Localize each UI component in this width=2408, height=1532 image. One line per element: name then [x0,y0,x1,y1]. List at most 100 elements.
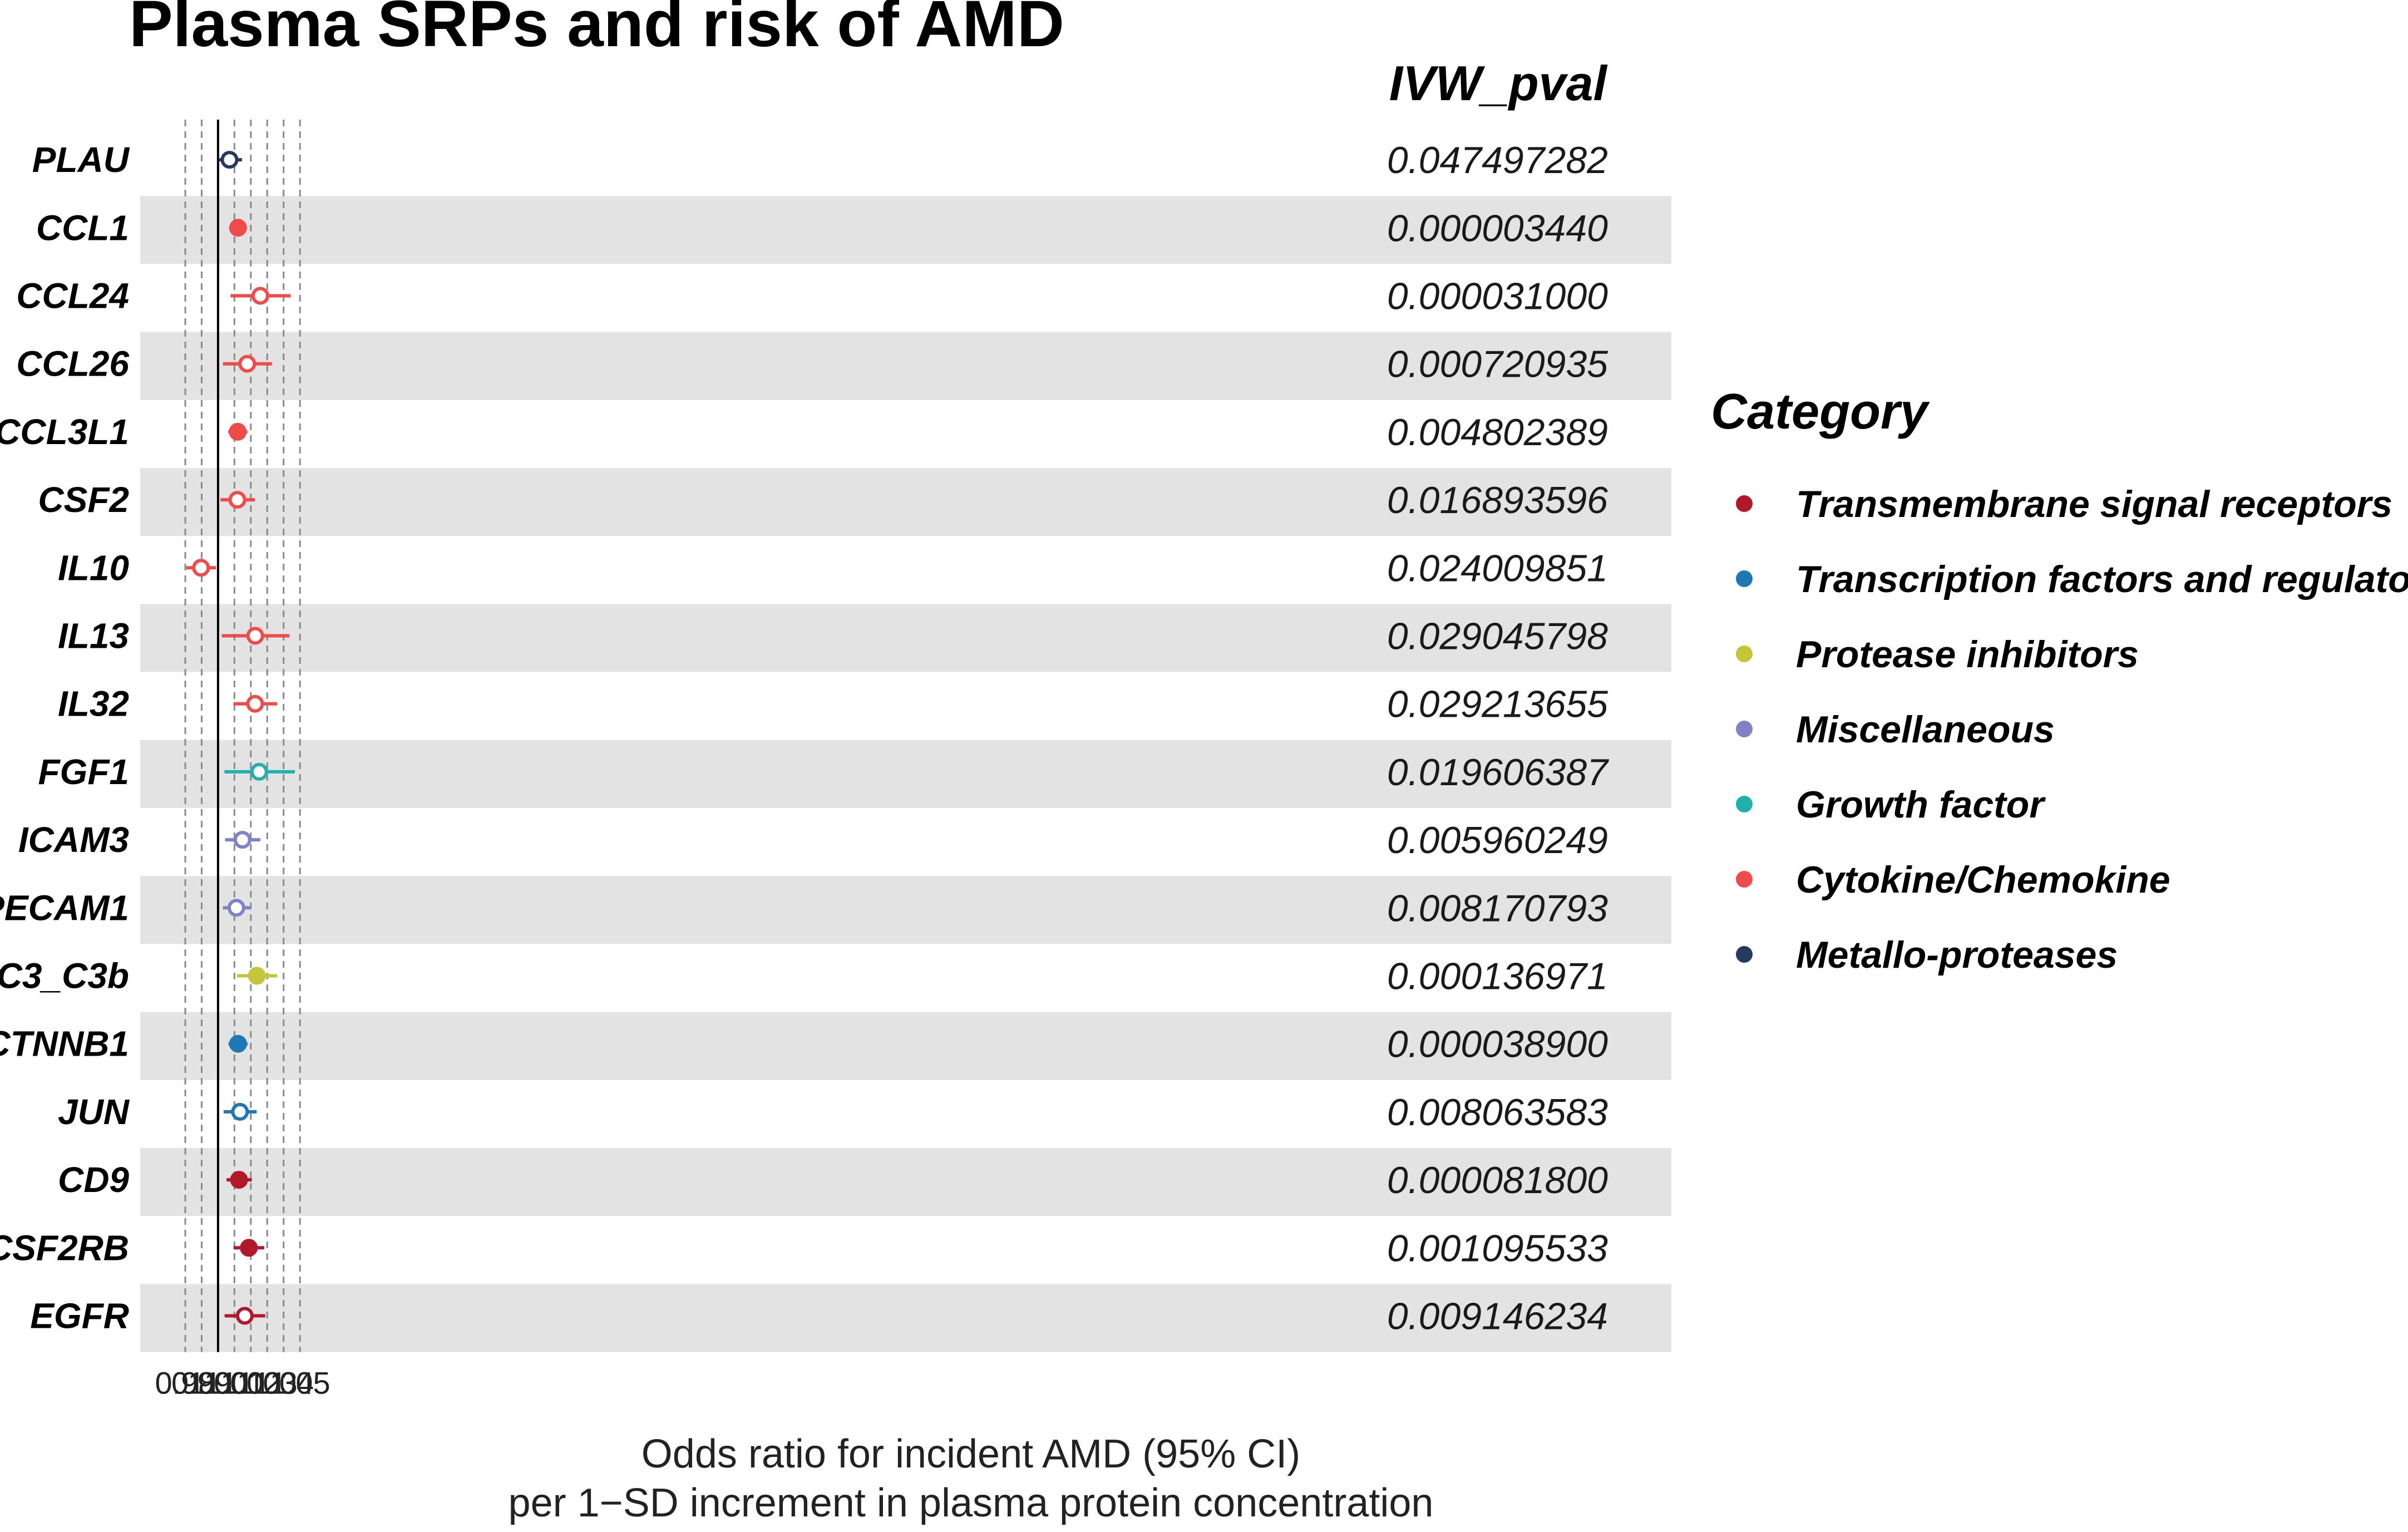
forest-row: FGF1 0.019606387 [38,751,1609,794]
pval-value: 0.016893596 [1387,479,1608,521]
row-label: PLAU [32,140,130,180]
x-axis-label-line1: Odds ratio for incident AMD (95% CI) [642,1432,1300,1476]
x-tick-label: 0.99 [171,1366,232,1401]
estimate-point [246,694,264,713]
legend-item: Protease inhibitors [1736,633,2139,676]
forest-row: CCL26 0.000720935 [16,343,1608,386]
row-stripe [140,876,1671,944]
pval-value: 0.001095533 [1387,1227,1608,1269]
pval-value: 0.019606387 [1387,751,1609,794]
forest-row: C3_C3b 0.000136971 [0,955,1608,998]
forest-row: EGFR 0.009146234 [30,1295,1608,1338]
pval-header: IVW_pval [1389,56,1608,111]
row-label: EGFR [30,1296,129,1336]
forest-row: PECAM1 0.008170793 [0,887,1608,929]
row-label: CSF2 [38,480,129,520]
pval-value: 0.005960249 [1387,819,1608,861]
pval-value: 0.029213655 [1387,683,1608,726]
pval-value: 0.008170793 [1387,887,1608,929]
row-label: IL10 [58,548,129,588]
row-label: IL32 [58,684,129,724]
legend-label: Metallo-proteases [1796,934,2118,976]
pval-value: 0.000038900 [1387,1023,1608,1066]
row-label: CD9 [58,1160,129,1200]
row-stripe [140,740,1671,808]
x-tick-label: 1.04 [253,1366,314,1401]
row-label: CCL3L1 [0,412,129,452]
legend-marker [1736,495,1753,512]
legend-label: Cytokine/Chemokine [1796,859,2170,901]
pval-value: 0.029045798 [1387,615,1608,658]
row-stripe [140,332,1671,400]
estimate-point [229,1035,247,1053]
forest-row: IL10 0.024009851 [58,547,1608,589]
legend-label: Protease inhibitors [1796,633,2139,676]
legend-marker [1736,570,1753,587]
row-label: FGF1 [38,752,129,792]
row-label: CSF2RB [0,1228,129,1268]
row-label: CTNNB1 [0,1024,129,1064]
estimate-point [251,287,269,305]
legend: Transmembrane signal receptors Transcript… [1736,483,2408,976]
x-tick-label: 1.02 [220,1366,281,1401]
legend-item: Transmembrane signal receptors [1736,483,2392,525]
x-tick-label: 1.03 [237,1366,298,1401]
forest-row: IL13 0.029045798 [58,615,1608,658]
row-label: C3_C3b [0,956,129,996]
legend-item: Cytokine/Chemokine [1736,859,2170,901]
row-stripes [140,196,1671,1352]
legend-item: Transcription factors and regulators [1736,558,2408,600]
x-tick-label: 1.05 [270,1366,330,1401]
row-stripe [140,1012,1671,1080]
legend-marker [1736,871,1753,888]
pval-value: 0.004802389 [1387,411,1608,454]
forest-row: CSF2RB 0.001095533 [0,1227,1608,1269]
estimate-point [238,354,256,373]
row-stripe [140,604,1671,672]
legend-item: Metallo-proteases [1736,934,2118,976]
forest-row: JUN 0.008063583 [58,1091,1608,1134]
pval-value: 0.009146234 [1387,1295,1608,1338]
forest-rows: PLAU 0.047497282 CCL1 0.000003440 CCL24 0.000… [0,139,1609,1337]
legend-marker [1736,796,1753,812]
legend-title: Category [1711,384,1930,440]
row-label: IL13 [58,616,129,656]
estimate-point [220,151,239,169]
chart-title: Plasma SRPs and risk of AMD [129,0,1064,61]
forest-row: CCL1 0.000003440 [36,207,1608,249]
x-tick-label: 0.98 [155,1366,216,1401]
estimate-point [240,1239,258,1257]
pval-value: 0.000720935 [1387,343,1608,386]
forest-row: CCL24 0.000031000 [16,275,1608,318]
forest-row: ICAM3 0.005960249 [18,819,1608,861]
pval-value: 0.024009851 [1387,547,1608,589]
legend-label: Transcription factors and regulators [1796,558,2408,600]
estimate-point [235,1307,254,1325]
forest-row: CTNNB1 0.000038900 [0,1023,1608,1066]
row-label: CCL26 [16,344,129,384]
estimate-point [192,559,210,577]
estimate-point [227,899,245,917]
forest-row: CD9 0.000081800 [58,1159,1608,1201]
row-stripe [140,1148,1671,1216]
legend-marker [1736,646,1753,662]
row-stripe [140,196,1671,264]
forest-row: CCL3L1 0.004802389 [0,411,1608,454]
forest-row: PLAU 0.047497282 [32,139,1608,181]
legend-item: Growth factor [1736,784,2046,826]
estimate-point [230,1171,248,1189]
legend-marker [1736,946,1753,963]
estimate-point [246,627,264,645]
legend-item: Miscellaneous [1736,708,2055,751]
legend-label: Transmembrane signal receptors [1796,483,2392,525]
row-stripe [140,1284,1671,1352]
row-label: CCL24 [16,276,129,316]
estimate-point [228,491,246,509]
x-tick-label: 1.00 [187,1366,248,1401]
pval-value: 0.000003440 [1387,207,1608,249]
x-axis-ticks: 0.980.991.001.011.021.031.041.05 [155,1366,330,1401]
estimate-point [233,831,251,849]
estimate-point [229,422,247,441]
estimate-point [231,1102,249,1121]
row-label: PECAM1 [0,888,129,928]
